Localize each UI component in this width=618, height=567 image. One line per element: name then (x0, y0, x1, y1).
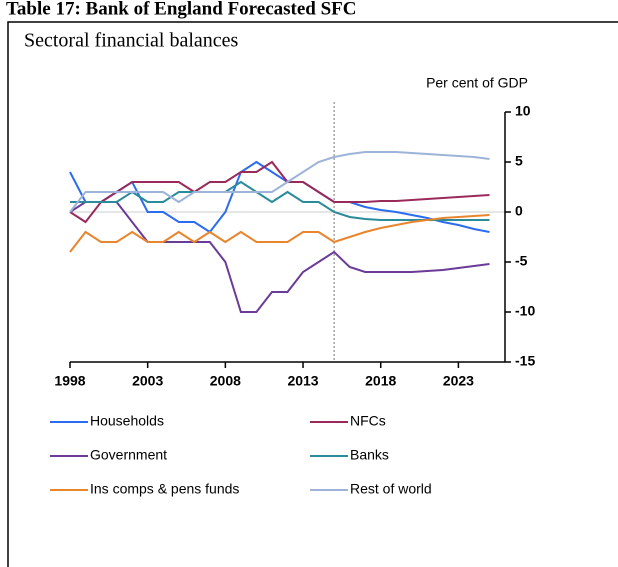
legend-label: Government (90, 447, 167, 463)
y-tick-label: -10 (515, 303, 535, 319)
y-tick-label: 5 (515, 153, 523, 169)
frame (7, 21, 618, 567)
header: Table 17: Bank of England Forecasted SFC (6, 0, 357, 19)
legend-label: Ins comps & pens funds (90, 481, 239, 497)
y-tick-label: 0 (515, 203, 523, 219)
legend-label: Banks (350, 447, 389, 463)
y-tick-label: 10 (515, 103, 531, 119)
series-line (69, 160, 490, 224)
series-line (69, 214, 490, 253)
x-tick-label: 2003 (132, 373, 163, 389)
x-tick-label: 2023 (443, 373, 474, 389)
chart-title: Sectoral financial balances (24, 30, 239, 52)
y-tick-label: -5 (515, 253, 528, 269)
x-tick-label: 1998 (54, 373, 85, 389)
legend-label: Households (90, 413, 164, 429)
series-line (69, 151, 490, 213)
series-line (69, 201, 490, 313)
x-tick-label: 2008 (210, 373, 241, 389)
legend-label: Rest of world (350, 481, 432, 497)
x-tick-label: 2013 (287, 373, 318, 389)
x-tick-label: 2018 (365, 373, 396, 389)
y-axis-label: Per cent of GDP (426, 75, 528, 91)
y-tick-label: -15 (515, 353, 535, 369)
legend-label: NFCs (350, 413, 386, 429)
